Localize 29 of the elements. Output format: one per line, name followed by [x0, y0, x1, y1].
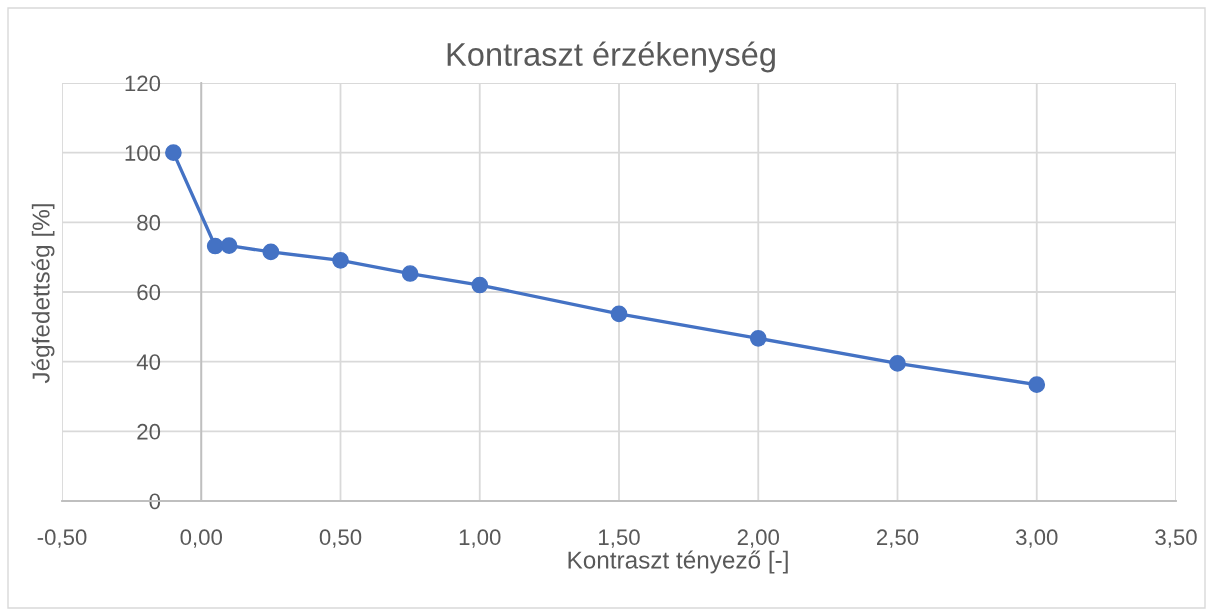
- y-tick-label: 20: [137, 423, 161, 440]
- point: [749, 329, 767, 347]
- x-tick-label: 0,50: [319, 529, 362, 548]
- point: [262, 243, 280, 261]
- x-tick-label: 2,00: [737, 529, 780, 548]
- point: [471, 276, 489, 294]
- point: [1028, 376, 1046, 393]
- point: [220, 237, 238, 255]
- y-tick-label: 80: [137, 214, 161, 231]
- y-tick-label: 60: [137, 284, 161, 301]
- x-tick-label: 3,50: [1155, 529, 1197, 548]
- point: [332, 251, 349, 269]
- x-axis-title: Kontraszt tényező [-]: [568, 550, 788, 574]
- x-tick-label: 0,00: [180, 529, 223, 548]
- point: [206, 237, 224, 255]
- point: [401, 265, 419, 282]
- x-tick-label: 3,00: [1015, 529, 1058, 548]
- x-tick-label: 1,50: [599, 529, 640, 548]
- x-tick-label: 1,00: [459, 529, 501, 548]
- y-tick-label: 100: [125, 145, 161, 161]
- y-tick-label: 40: [136, 354, 161, 370]
- chart-title: Kontraszt érzékenység: [447, 41, 775, 73]
- y-tick-label: 120: [125, 75, 161, 92]
- x-tick-label: -0,50: [37, 529, 87, 548]
- point: [889, 355, 906, 372]
- point: [610, 305, 628, 323]
- point: [165, 144, 182, 162]
- x-tick-label: 2,50: [876, 529, 919, 548]
- y-axis-title: Jégfedettség [%]: [31, 204, 55, 384]
